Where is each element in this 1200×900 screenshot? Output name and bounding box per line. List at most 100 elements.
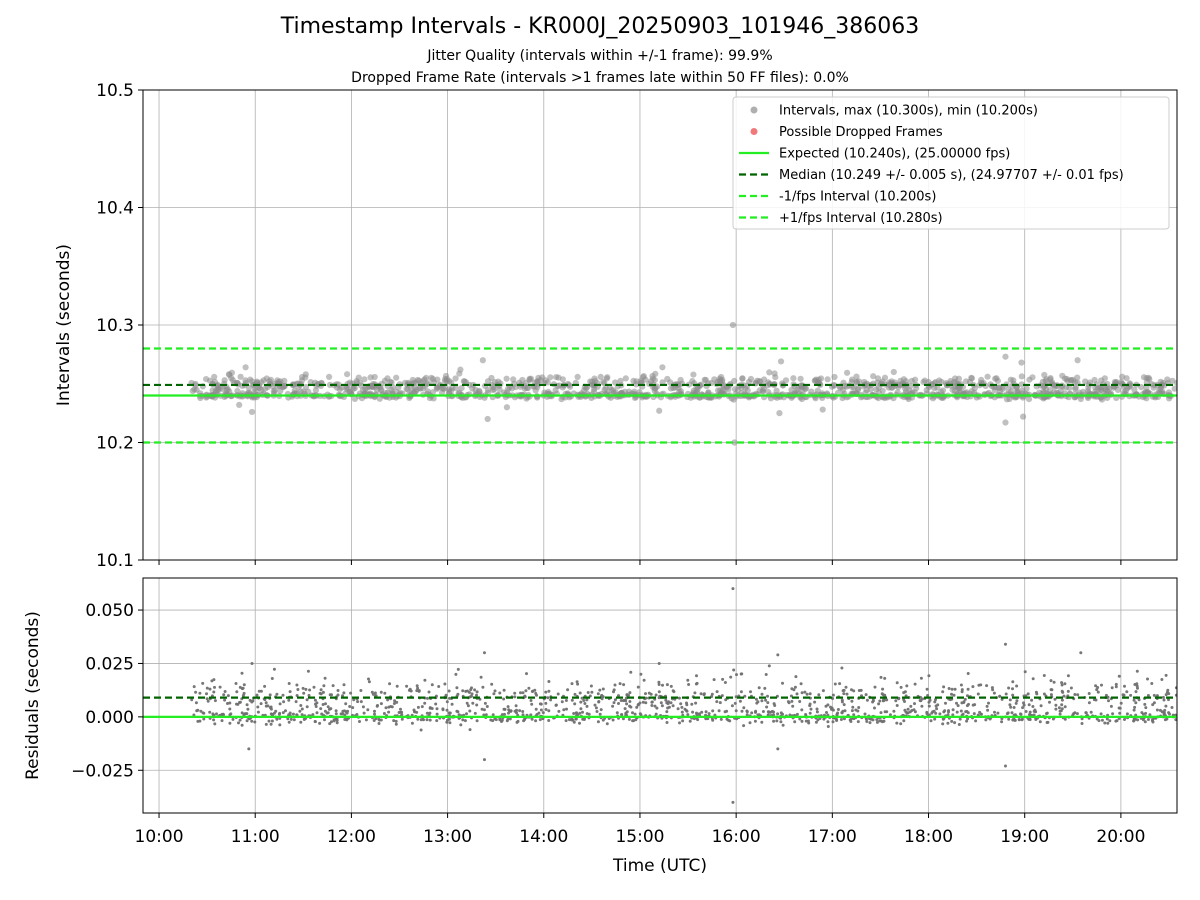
data-point [1015,684,1019,688]
data-point [500,718,504,722]
data-point [863,387,870,394]
data-point [521,713,525,717]
data-point [814,720,818,724]
data-point [342,691,346,695]
data-point [902,691,906,695]
data-point [1028,710,1032,714]
data-point [295,683,299,687]
data-point [1060,698,1064,702]
data-point [527,686,531,690]
data-point [465,689,469,693]
data-point [579,707,583,711]
data-point [1011,680,1015,684]
data-point [256,710,260,714]
data-point [1063,705,1067,709]
data-point [345,711,349,715]
data-point [600,697,604,701]
data-point [328,722,332,726]
data-point [731,439,738,446]
data-point [466,704,470,708]
data-point [270,387,277,394]
data-point [250,661,254,665]
data-point [248,408,256,416]
data-point [386,698,390,702]
data-point [220,719,224,723]
data-point [766,694,769,698]
data-point [275,692,279,696]
data-point [920,704,924,708]
data-point [685,709,689,713]
data-point [617,377,624,384]
data-point [895,704,899,707]
data-point [1061,375,1069,382]
x-tick-label: 11:00 [231,827,280,847]
x-tick-label: 17:00 [808,827,857,847]
data-point [781,723,785,727]
data-point [1032,713,1036,717]
data-point [689,378,696,385]
data-point [314,705,318,708]
data-point [913,702,916,706]
data-point [974,719,978,723]
data-point [772,719,776,723]
data-point [894,699,898,703]
data-point [723,681,727,684]
data-point [815,710,819,714]
data-point [765,389,772,396]
jitter-quality-subtitle: Jitter Quality (intervals within +/-1 fr… [427,48,773,64]
data-point [773,704,777,707]
data-point [259,702,263,706]
data-point [1018,373,1025,380]
data-point [628,700,632,703]
data-point [435,712,439,716]
data-point [201,681,205,685]
data-point [284,709,287,713]
data-point [259,689,263,693]
data-point [617,702,620,705]
data-point [521,691,525,695]
data-point [947,687,951,690]
data-point [825,711,828,714]
data-point [507,711,510,715]
data-point [218,685,222,689]
intervals-points [188,321,1177,446]
data-point [299,720,303,724]
data-point [457,713,461,717]
data-point [903,708,907,712]
data-point [339,712,343,716]
data-point [1066,689,1070,693]
data-point [518,709,522,713]
data-point [400,713,404,717]
data-point [959,709,963,713]
data-point [329,707,333,711]
data-point [1073,693,1077,696]
x-tick-label: 10:00 [135,827,184,847]
data-point [296,688,300,691]
data-point [745,713,749,717]
data-point [965,704,969,708]
data-point [416,717,420,721]
data-point [826,703,830,707]
data-point [302,691,306,695]
data-point [1164,693,1168,697]
data-point [269,722,273,726]
data-point [286,717,290,721]
data-point [765,705,769,709]
data-point [1162,698,1166,702]
data-point [355,374,362,381]
data-point [1011,693,1015,697]
data-point [456,692,460,696]
data-point [223,698,227,702]
data-point [394,719,398,723]
data-point [429,389,436,396]
data-point [1144,706,1148,710]
data-point [880,692,884,696]
data-point [1027,717,1031,721]
data-point [863,712,867,716]
data-point [307,693,311,697]
data-point [593,703,597,707]
data-point [212,718,216,722]
data-point [1163,718,1167,722]
y-tick-label: 0.000 [85,708,134,728]
data-point [657,683,661,686]
